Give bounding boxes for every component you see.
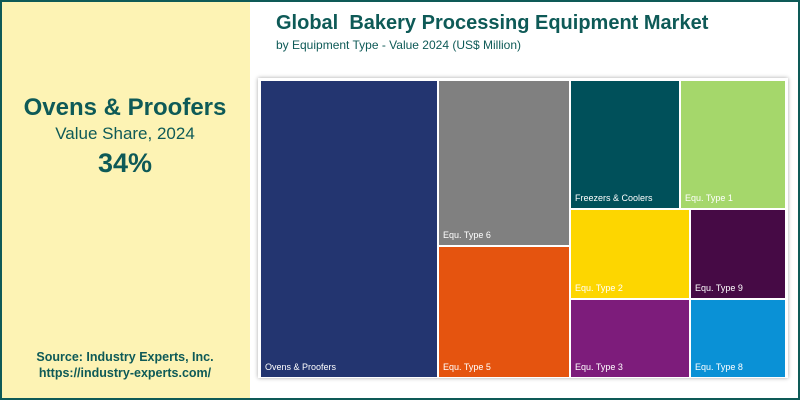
treemap-cell-equ-type-9[interactable]: Equ. Type 9	[691, 210, 785, 298]
treemap-cell-freezers-coolers[interactable]: Freezers & Coolers	[571, 81, 679, 208]
treemap-cell-label: Ovens & Proofers	[265, 362, 337, 372]
treemap-cell-rect[interactable]	[261, 81, 437, 377]
treemap-cell-label: Equ. Type 5	[443, 362, 491, 372]
treemap-container: Ovens & Proofers Equ. Type 6 Equ. Type 5 Fr…	[258, 78, 788, 378]
treemap-cell-rect[interactable]	[439, 247, 569, 377]
source-note: Source: Industry Experts, Inc. https://i…	[0, 349, 250, 381]
treemap-cell-equ-type-6[interactable]: Equ. Type 6	[439, 81, 569, 245]
treemap-cell-equ-type-8[interactable]: Equ. Type 8	[691, 300, 785, 377]
treemap-cell-label: Equ. Type 9	[695, 283, 743, 293]
highlight-segment-name: Ovens & Proofers	[23, 94, 227, 121]
treemap-cell-ovens-proofers[interactable]: Ovens & Proofers	[261, 81, 437, 377]
treemap-cell-equ-type-1[interactable]: Equ. Type 1	[681, 81, 785, 208]
treemap-cell-equ-type-2[interactable]: Equ. Type 2	[571, 210, 689, 298]
treemap-cell-rect[interactable]	[691, 210, 785, 298]
treemap-cell-label: Equ. Type 2	[575, 283, 623, 293]
treemap-cell-rect[interactable]	[571, 81, 679, 208]
treemap-cell-rect[interactable]	[571, 300, 689, 377]
treemap-cell-label: Freezers & Coolers	[575, 193, 653, 203]
highlight-share-label: Value Share, 2024	[55, 124, 195, 143]
treemap-cell-label: Equ. Type 6	[443, 230, 491, 240]
chart-subtitle: by Equipment Type - Value 2024 (US$ Mill…	[276, 38, 522, 52]
chart-title: Global Bakery Processing Equipment Marke…	[276, 12, 709, 34]
highlight-panel: Ovens & Proofers Value Share, 2024 34% S…	[0, 0, 250, 400]
treemap-chart: Ovens & Proofers Equ. Type 6 Equ. Type 5 Fr…	[261, 81, 785, 377]
highlight-share-value: 34%	[97, 148, 153, 178]
treemap-cell-label: Equ. Type 8	[695, 362, 743, 372]
source-url[interactable]: https://industry-experts.com/	[38, 366, 212, 380]
treemap-cell-label: Equ. Type 1	[685, 193, 733, 203]
treemap-cell-rect[interactable]	[571, 210, 689, 298]
treemap-cell-rect[interactable]	[439, 81, 569, 245]
treemap-cell-rect[interactable]	[681, 81, 785, 208]
treemap-cell-label: Equ. Type 3	[575, 362, 623, 372]
treemap-cell-rect[interactable]	[691, 300, 785, 377]
source-name: Source: Industry Experts, Inc.	[36, 350, 214, 364]
treemap-cell-equ-type-3[interactable]: Equ. Type 3	[571, 300, 689, 377]
treemap-cell-equ-type-5[interactable]: Equ. Type 5	[439, 247, 569, 377]
